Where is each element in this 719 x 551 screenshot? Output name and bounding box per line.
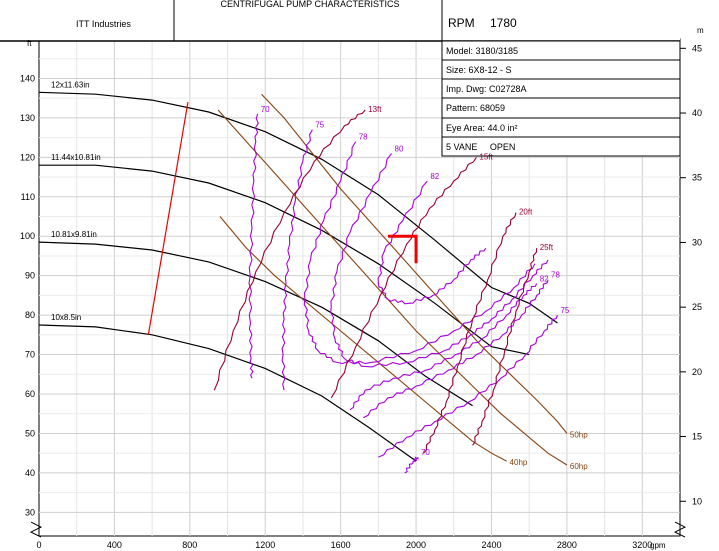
power-label: 60hp	[570, 462, 588, 471]
efficiency-curve	[378, 314, 559, 458]
x-tick-label: 1600	[331, 540, 351, 550]
x-tick-label: 800	[182, 540, 197, 550]
y-tick-label: 120	[20, 152, 35, 162]
min-flow-limit-line	[147, 102, 189, 335]
info-vanes: 5 VANE OPEN	[446, 142, 515, 152]
efficiency-curve	[281, 129, 313, 391]
efficiency-label: 78	[359, 133, 368, 142]
npsh-label: 15ft	[479, 152, 493, 161]
series-layer	[38, 91, 568, 474]
rpm-label: RPM	[448, 16, 475, 30]
info-size: Size: 6X8-12 - S	[446, 65, 512, 75]
efficiency-label: 70	[421, 448, 430, 457]
y2-tick-label: 30	[692, 237, 702, 247]
label-layer: 12x11.63in 11.44x10.81in 10.81x9.81in 10x8.…	[51, 80, 588, 471]
efficiency-curve	[349, 283, 538, 411]
impeller-label: 11.44x10.81in	[51, 153, 101, 162]
x-tick-label: 2400	[481, 540, 501, 550]
efficiency-label: 75	[315, 121, 324, 130]
info-model: Model: 3180/3185	[446, 46, 518, 56]
npsh-curve	[213, 109, 366, 391]
x-tick-label: 2000	[406, 540, 426, 550]
y-tick-label: 70	[25, 350, 35, 360]
y-tick-label: 80	[25, 310, 35, 320]
pump-info-box: Model: 3180/3185 Size: 6X8-12 - S Imp. D…	[441, 40, 681, 157]
info-imp-dwg: Imp. Dwg: C02728A	[446, 84, 527, 94]
y2-axis-label: m	[697, 26, 704, 35]
y2-tick-label: 15	[692, 432, 702, 442]
power-label: 40hp	[510, 458, 528, 467]
axes: ft m gpm 0 400 800 1200 1600 2000 2400 2800 3200…	[20, 26, 704, 550]
axis-break-right	[673, 521, 687, 538]
efficiency-curve	[248, 113, 259, 379]
npsh-label: 25ft	[540, 243, 554, 252]
impeller-curve	[38, 91, 558, 324]
npsh-label: 20ft	[519, 208, 533, 217]
y-tick-label: 50	[25, 428, 35, 438]
chart-title: CENTRIFUGAL PUMP CHARACTERISTICS	[220, 0, 399, 9]
x-tick-label: 3200	[632, 540, 652, 550]
power-curve	[219, 216, 507, 462]
x-tick-label: 0	[36, 540, 41, 550]
npsh-curve	[472, 248, 538, 446]
x-tick-label: 400	[107, 540, 122, 550]
y2-tick-label: 20	[692, 367, 702, 377]
info-pattern: Pattern: 68059	[446, 103, 505, 113]
y2-tick-label: 35	[692, 173, 702, 183]
efficiency-label: 80	[395, 144, 404, 153]
efficiency-label: 70	[261, 105, 270, 114]
y-tick-label: 90	[25, 271, 35, 281]
efficiency-label: 75	[560, 306, 569, 315]
impeller-label: 10.81x9.81in	[51, 230, 97, 239]
efficiency-label: 82	[540, 275, 549, 284]
y-tick-label: 100	[20, 231, 35, 241]
company-name: ITT Industries	[76, 19, 131, 29]
y2-tick-label: 10	[692, 496, 702, 506]
grid	[39, 39, 680, 536]
efficiency-label: 82	[430, 172, 439, 181]
y-tick-label: 110	[21, 192, 35, 202]
efficiency-curve	[303, 141, 536, 365]
npsh-curve	[330, 156, 477, 399]
info-eye-area: Eye Area: 44.0 in²	[446, 123, 518, 133]
x-tick-label: 1200	[255, 540, 275, 550]
operating-point-marker	[388, 234, 418, 264]
efficiency-label: 78	[551, 271, 560, 280]
impeller-curve	[38, 324, 417, 462]
npsh-label: 13ft	[368, 105, 382, 114]
power-curve	[217, 109, 568, 466]
efficiency-curve	[363, 279, 549, 419]
efficiency-curve	[404, 456, 419, 474]
y-axis-label: ft	[27, 39, 32, 48]
header: CENTRIFUGAL PUMP CHARACTERISTICS ITT Ind…	[0, 0, 680, 42]
x-tick-label: 2800	[557, 540, 577, 550]
axis-break-left	[29, 521, 43, 538]
y-tick-label: 30	[25, 507, 35, 517]
rpm-value: 1780	[490, 16, 517, 30]
efficiency-curve	[330, 153, 549, 368]
npsh-curve	[423, 212, 517, 454]
power-curve	[261, 93, 568, 434]
y2-tick-label: 45	[692, 43, 702, 53]
y2-tick-label: 25	[692, 302, 702, 312]
y-tick-label: 40	[25, 468, 35, 478]
y-tick-label: 140	[20, 73, 35, 83]
impeller-curve	[38, 241, 473, 407]
y-tick-label: 130	[20, 113, 35, 123]
x-axis-label: gpm	[650, 541, 666, 550]
impeller-label: 10x8.5in	[51, 313, 81, 322]
impeller-label: 12x11.63in	[51, 80, 90, 89]
power-label: 50hp	[570, 430, 588, 439]
y2-tick-label: 40	[692, 108, 702, 118]
y-tick-label: 60	[25, 389, 35, 399]
